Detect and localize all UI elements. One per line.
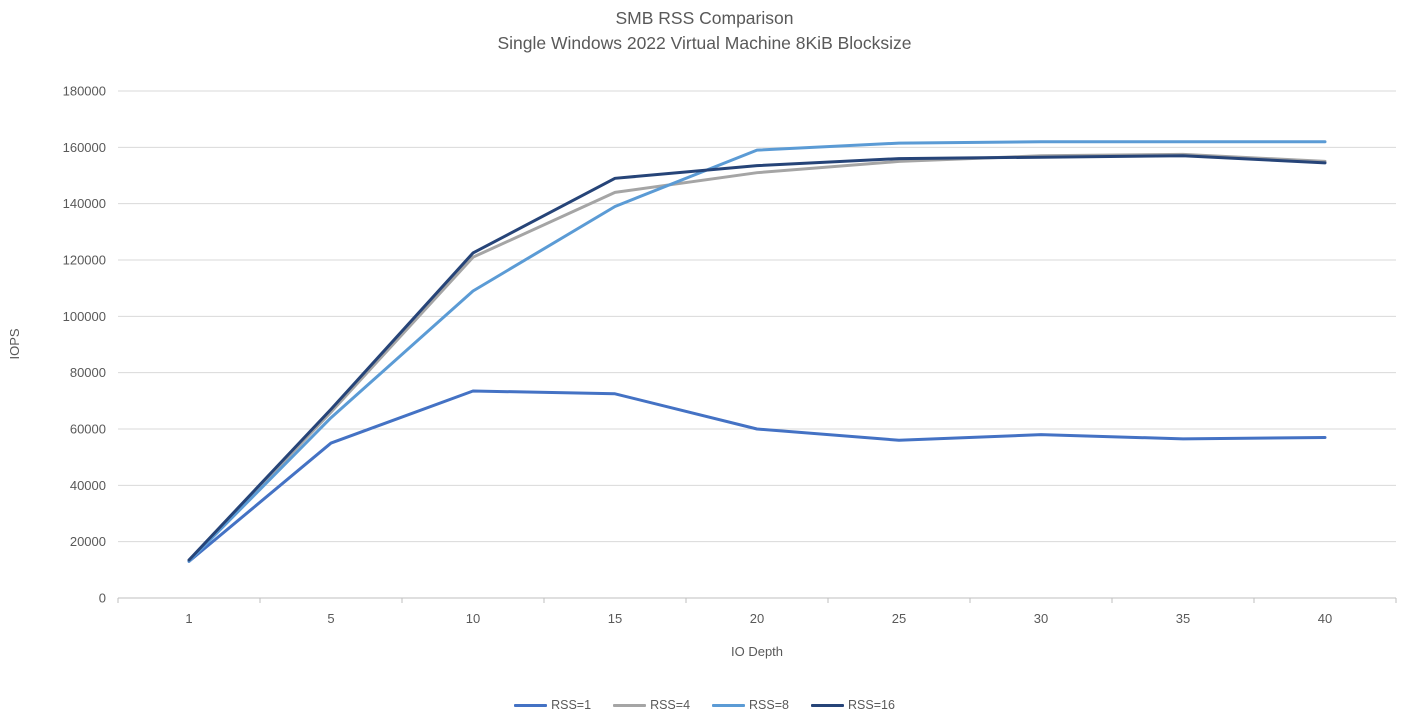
y-tick-label: 40000 [70, 478, 106, 493]
series-lines [187, 140, 1327, 563]
x-axis-ticks [117, 598, 1397, 603]
legend-line-swatch [613, 703, 647, 707]
y-axis-title: IOPS [7, 328, 22, 359]
y-tick-label: 20000 [70, 534, 106, 549]
x-tick-label: 5 [327, 611, 334, 626]
legend-item-rss-8: RSS=8 [712, 698, 789, 712]
x-tick-label: 35 [1176, 611, 1190, 626]
series-line-rss-4 [187, 152, 1327, 563]
x-tick-label: 40 [1318, 611, 1332, 626]
gridlines [118, 90, 1396, 599]
y-tick-label: 120000 [63, 253, 106, 268]
legend-line-swatch [514, 703, 548, 707]
legend-line-swatch [811, 703, 844, 707]
legend-label: RSS=1 [551, 698, 592, 712]
plot-area: 0 20000 40000 60000 80000 100000 120000 140000 1… [7, 84, 1397, 659]
y-tick-label: 180000 [63, 84, 106, 99]
x-tick-label: 15 [608, 611, 622, 626]
chart-title-line2: Single Windows 2022 Virtual Machine 8KiB… [497, 33, 912, 53]
x-axis-title: IO Depth [731, 644, 783, 659]
y-tick-label: 60000 [70, 422, 106, 437]
x-tick-label: 25 [892, 611, 906, 626]
chart-title-line1: SMB RSS Comparison [615, 8, 794, 28]
x-tick-label: 30 [1034, 611, 1048, 626]
y-axis-tick-labels: 0 20000 40000 60000 80000 100000 120000 140000 1… [63, 84, 106, 606]
chart-legend: RSS=1 RSS=4 RSS=8 RSS=16 [0, 698, 1409, 712]
y-tick-label: 100000 [63, 309, 106, 324]
y-tick-label: 140000 [63, 196, 106, 211]
legend-label: RSS=4 [650, 698, 691, 712]
x-tick-label: 10 [466, 611, 480, 626]
x-tick-label: 1 [185, 611, 192, 626]
legend-item-rss-16: RSS=16 [811, 698, 895, 712]
series-line-rss-8 [187, 140, 1327, 563]
x-tick-label: 20 [750, 611, 764, 626]
x-axis-tick-labels: 1 5 10 15 20 25 30 35 40 [185, 611, 1332, 626]
series-line-rss-16 [187, 154, 1327, 562]
legend-item-rss-1: RSS=1 [514, 698, 591, 712]
legend-label: RSS=8 [749, 698, 789, 712]
chart-title: SMB RSS Comparison Single Windows 2022 V… [0, 6, 1409, 56]
y-tick-label: 0 [99, 591, 106, 606]
y-tick-label: 160000 [63, 140, 106, 155]
y-tick-label: 80000 [70, 365, 106, 380]
legend-label: RSS=16 [848, 698, 895, 712]
series-line-rss-1 [187, 389, 1327, 563]
legend-line-swatch [712, 703, 746, 707]
legend-item-rss-4: RSS=4 [613, 698, 690, 712]
